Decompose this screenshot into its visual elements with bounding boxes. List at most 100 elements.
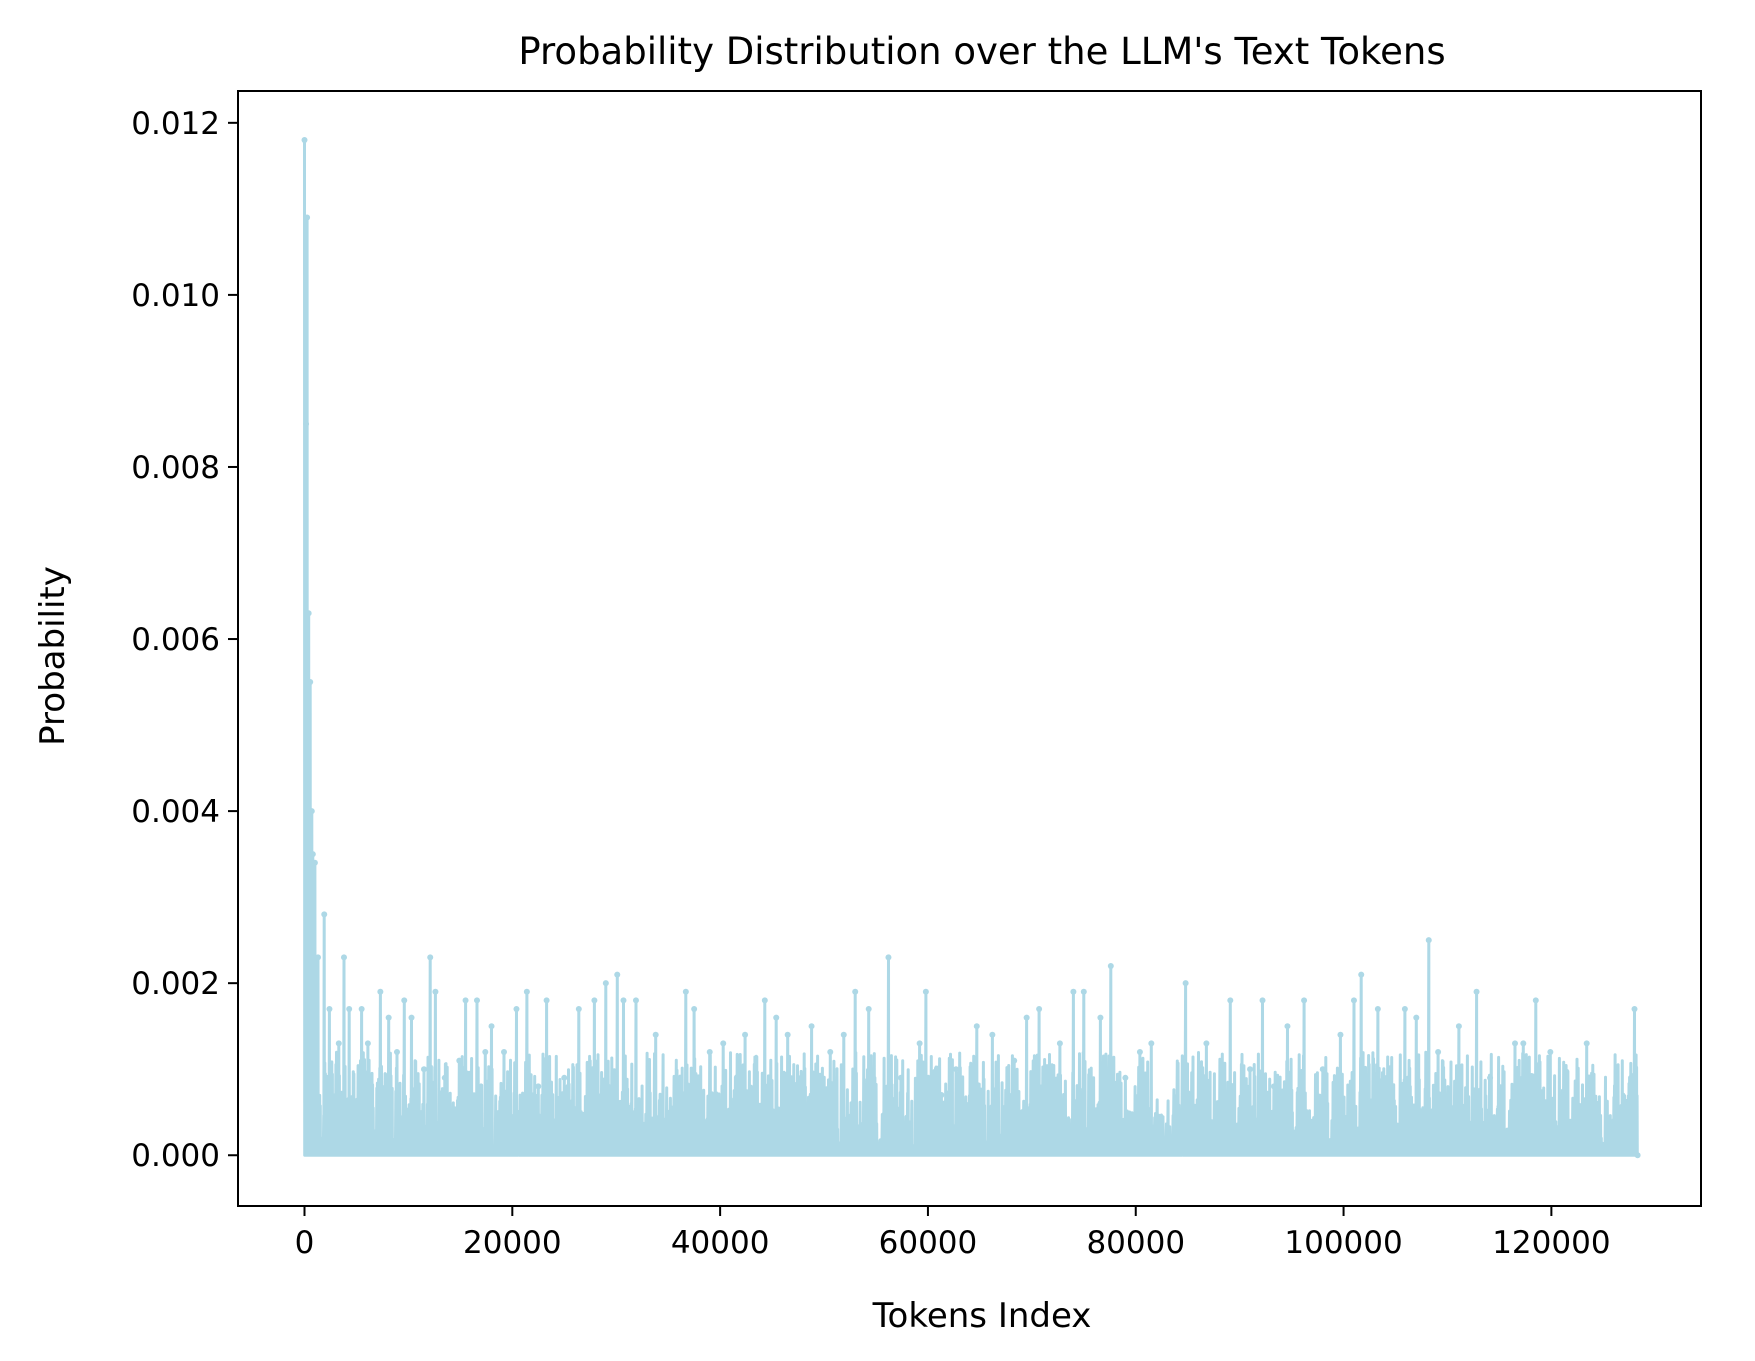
data-point [761, 997, 768, 1004]
data-point [1036, 1005, 1043, 1012]
data-point [1374, 1005, 1381, 1012]
data-point [523, 988, 530, 995]
data-point [1247, 1066, 1254, 1073]
data-point [1455, 1023, 1462, 1030]
data-point [535, 1083, 542, 1090]
data-point [513, 1005, 520, 1012]
y-tick-label: 0.000 [131, 1138, 220, 1174]
data-point [720, 1040, 727, 1047]
data-point [311, 859, 318, 866]
data-point [1023, 1014, 1030, 1021]
data-point [462, 997, 469, 1004]
data-point [408, 1014, 415, 1021]
x-axis-label: Tokens Index [872, 1296, 1092, 1336]
data-point [1122, 1074, 1129, 1081]
data-point [420, 1066, 427, 1073]
x-tick-label: 40000 [671, 1225, 770, 1261]
data-point [885, 954, 892, 961]
y-tick-label: 0.004 [131, 794, 220, 830]
data-point [575, 1005, 582, 1012]
data-point [808, 1023, 815, 1030]
data-point [682, 988, 689, 995]
data-point [632, 997, 639, 1004]
data-point [1148, 1040, 1155, 1047]
data-point [377, 988, 384, 995]
data-point [691, 1005, 698, 1012]
y-tick-label: 0.002 [131, 966, 220, 1002]
y-axis-label: Probability [33, 566, 73, 746]
chart-title: Probability Distribution over the LLM's … [518, 30, 1445, 73]
data-point [897, 1074, 904, 1081]
data-point [441, 1074, 448, 1081]
data-point [1270, 1083, 1277, 1090]
data-point [1413, 1014, 1420, 1021]
data-point [340, 954, 347, 961]
data-point [1011, 1057, 1018, 1064]
data-point [1284, 1023, 1291, 1030]
data-point [385, 1014, 392, 1021]
data-point [1319, 1066, 1326, 1073]
data-point [1227, 997, 1234, 1004]
data-point [1520, 1040, 1527, 1047]
x-tick-label: 60000 [879, 1225, 978, 1261]
data-point [865, 1005, 872, 1012]
data-point [1301, 997, 1308, 1004]
y-tick-label: 0.012 [131, 106, 220, 142]
data-point [501, 1048, 507, 1055]
data-point [303, 420, 310, 427]
data-point [364, 1040, 371, 1047]
data-point [1358, 971, 1365, 978]
data-point [473, 997, 480, 1004]
data-point [1621, 1100, 1628, 1107]
data-point [840, 1031, 847, 1038]
data-point [315, 954, 322, 961]
data-point [614, 971, 621, 978]
data-point [321, 911, 328, 918]
data-point [1512, 1040, 1519, 1047]
data-point [1532, 997, 1539, 1004]
data-point [1487, 1074, 1494, 1081]
y-axis: 0.000 0.002 0.004 0.006 0.008 0.010 0.012 [131, 106, 238, 1174]
x-tick-label: 0 [295, 1225, 315, 1261]
plot-area [238, 91, 1701, 1206]
data-point [852, 988, 859, 995]
x-axis: 0 20000 40000 60000 80000 100000 120000 [295, 1206, 1611, 1261]
data-point [1107, 962, 1114, 969]
data-point [1583, 1040, 1590, 1047]
x-tick-label: 100000 [1284, 1225, 1402, 1261]
data-point [1547, 1048, 1554, 1055]
data-point [432, 988, 439, 995]
data-point [308, 808, 315, 815]
data-point [1605, 1126, 1612, 1133]
y-tick-label: 0.008 [131, 450, 220, 486]
data-point [1337, 1031, 1344, 1038]
data-point [305, 610, 312, 617]
data-point [1203, 1040, 1210, 1047]
data-point [301, 137, 308, 144]
data-point [1401, 1005, 1408, 1012]
data-point [973, 1023, 980, 1030]
data-point [1056, 1040, 1063, 1047]
data-point [922, 988, 929, 995]
data-point [652, 1031, 659, 1038]
data-point [1259, 997, 1266, 1004]
data-point [326, 1005, 333, 1012]
data-point [1425, 937, 1432, 944]
data-point [358, 1005, 365, 1012]
data-point [543, 997, 550, 1004]
x-tick-label: 120000 [1492, 1225, 1610, 1261]
data-point [304, 214, 311, 221]
data-point [488, 1023, 495, 1030]
data-point [938, 1092, 945, 1099]
data-point [561, 1074, 568, 1081]
data-point [706, 1048, 713, 1055]
data-point [1561, 1092, 1568, 1099]
data-point [346, 1005, 353, 1012]
data-point [335, 1040, 342, 1047]
data-point [591, 997, 598, 1004]
data-point [1070, 988, 1077, 995]
probability-series-line [303, 139, 1640, 1157]
data-point [427, 954, 434, 961]
data-point [784, 1031, 791, 1038]
